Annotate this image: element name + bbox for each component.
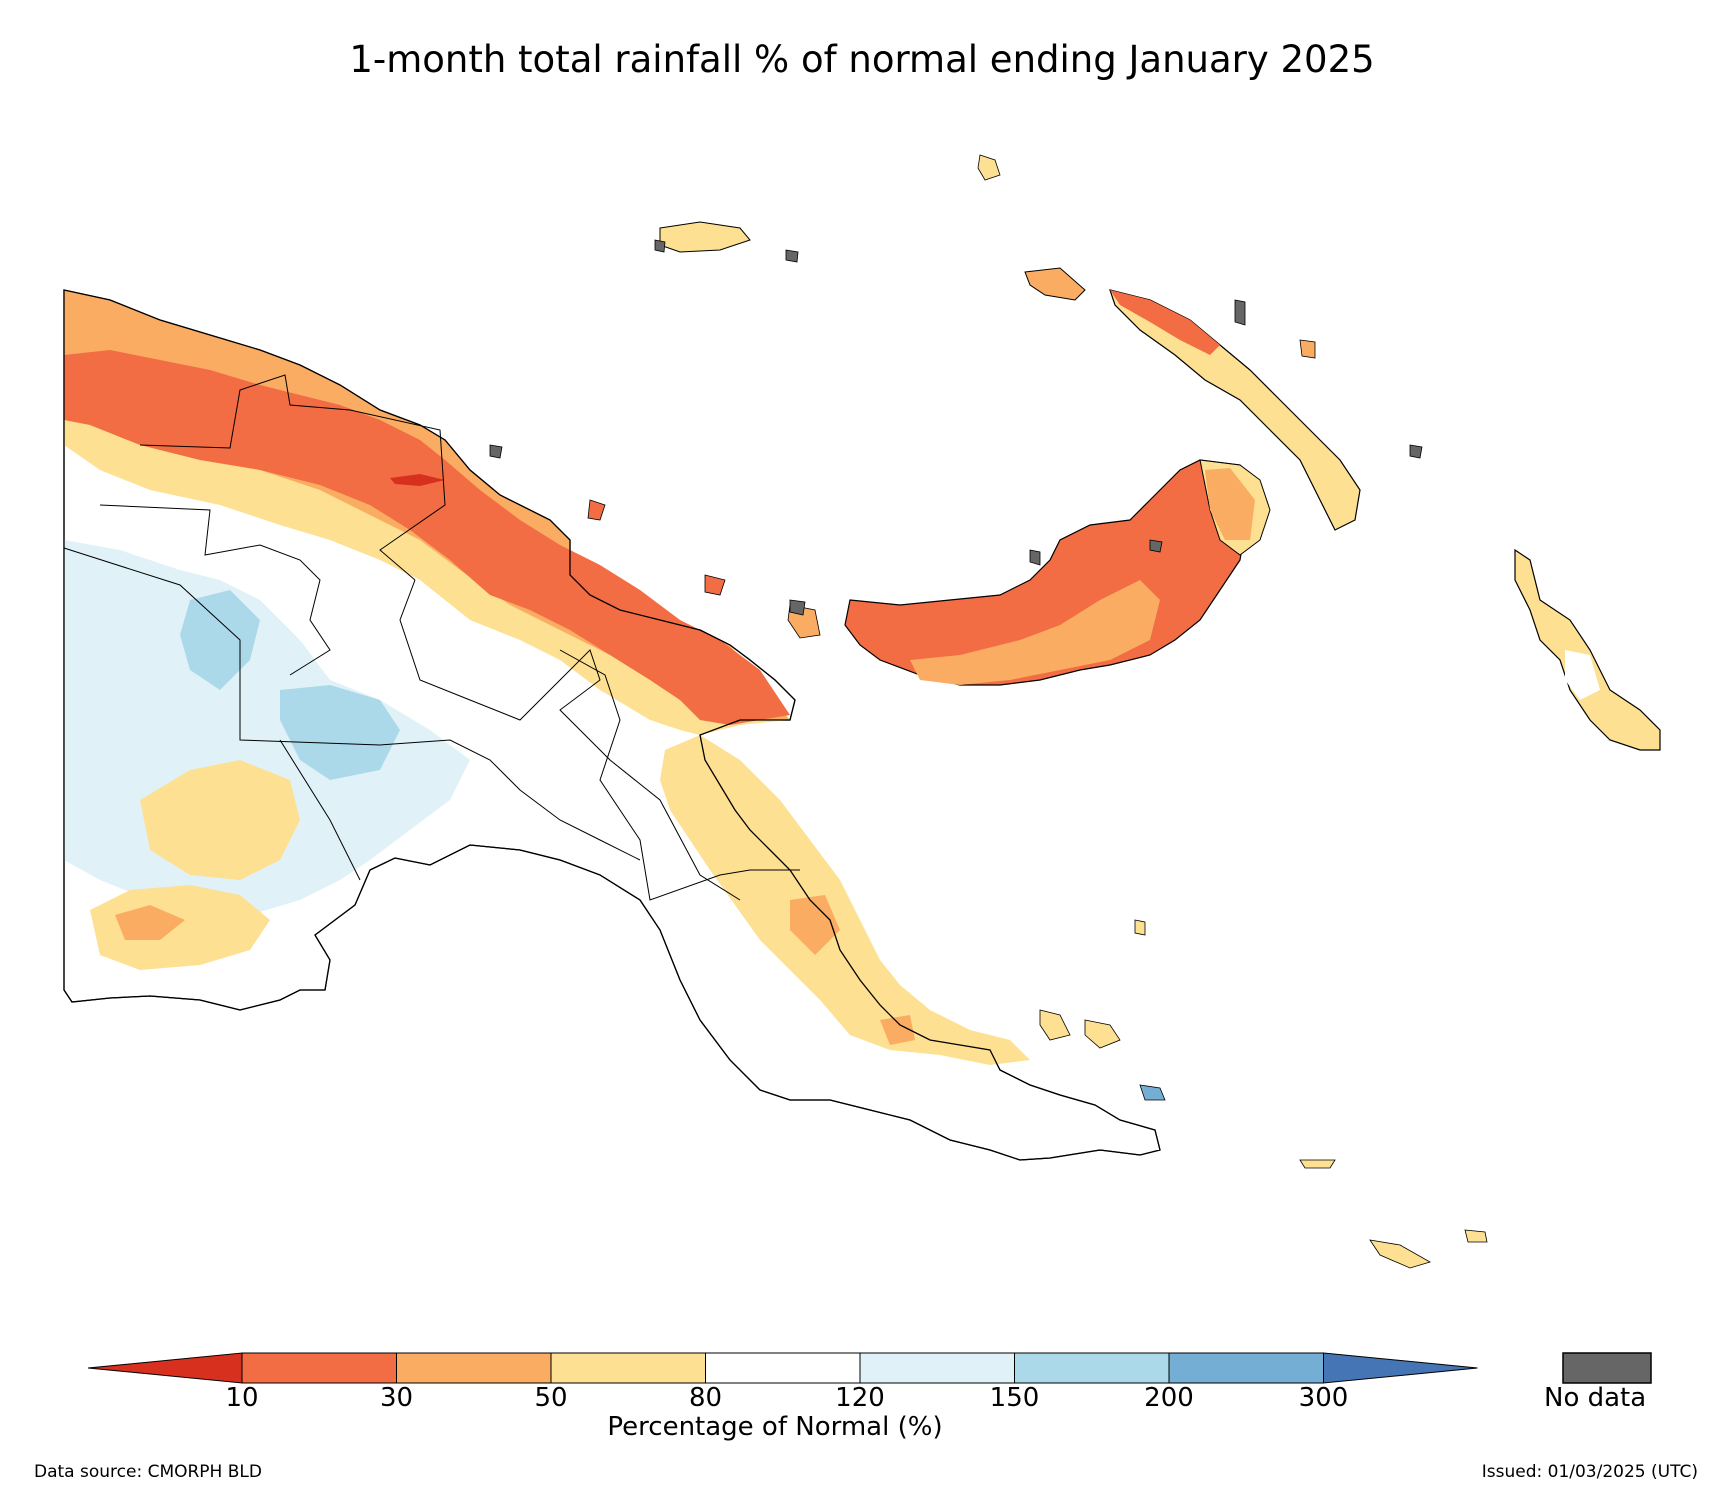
- map-title: 1-month total rainfall % of normal endin…: [349, 38, 1375, 81]
- colorbar-tick-label: 300: [1298, 1383, 1349, 1413]
- bougainville: [1514, 548, 1661, 751]
- no-data-islands: [489, 239, 1423, 616]
- rainfall-map: [63, 154, 1661, 1269]
- colorbar-tick-label: 200: [1144, 1383, 1194, 1413]
- colorbar-tick-label: 30: [379, 1383, 414, 1413]
- no-data-label: No data: [1544, 1383, 1647, 1413]
- new-britain-orange-south: [910, 580, 1160, 685]
- colorbar-title: Percentage of Normal (%): [607, 1412, 943, 1442]
- papuan-orange-spot-2: [880, 1015, 915, 1045]
- colorbar-extend-low: [87, 1352, 243, 1384]
- colorbar-bin: [705, 1352, 861, 1384]
- south-yellow-1: [140, 760, 300, 880]
- colorbar-tick-label: 150: [989, 1383, 1040, 1413]
- colorbar-bin: [1168, 1352, 1324, 1384]
- band-orange-red-north: [64, 350, 790, 725]
- new-britain-orange-east: [1205, 468, 1255, 540]
- papuan-peninsula: [660, 735, 1030, 1065]
- dry-spot-north: [390, 474, 445, 486]
- colorbar-tick-label: 50: [534, 1383, 568, 1413]
- papuan-orange-spot: [790, 895, 840, 955]
- colorbar-bin: [1014, 1352, 1170, 1384]
- colorbar-tick-label: 120: [835, 1383, 885, 1413]
- new-hanover: [1024, 267, 1086, 301]
- colorbar-extend-high: [1323, 1352, 1478, 1384]
- issued-date: Issued: 01/03/2025 (UTC): [1481, 1462, 1698, 1482]
- new-ireland-north: [1110, 290, 1220, 355]
- colorbar-bin: [859, 1352, 1015, 1384]
- south-yellow-2: [90, 885, 270, 970]
- bougainville-white: [1565, 650, 1600, 700]
- new-ireland: [1109, 289, 1361, 531]
- data-source: Data source: CMORPH BLD: [34, 1462, 262, 1482]
- province-borders: [63, 374, 800, 901]
- colorbar-bin: [241, 1352, 397, 1384]
- mainland-outline: [63, 289, 1161, 1161]
- colorbar-tick-label: 80: [688, 1383, 723, 1413]
- colorbar-tick-label: 10: [225, 1383, 259, 1413]
- south-orange-1: [115, 905, 185, 940]
- west-wet-core-2: [280, 685, 400, 780]
- colorbar-bin: [550, 1352, 706, 1384]
- small-islands: [587, 154, 1488, 1269]
- no-data-swatch: [1562, 1352, 1652, 1384]
- colorbar-bin: [396, 1352, 552, 1384]
- colorbar: [87, 1352, 1652, 1384]
